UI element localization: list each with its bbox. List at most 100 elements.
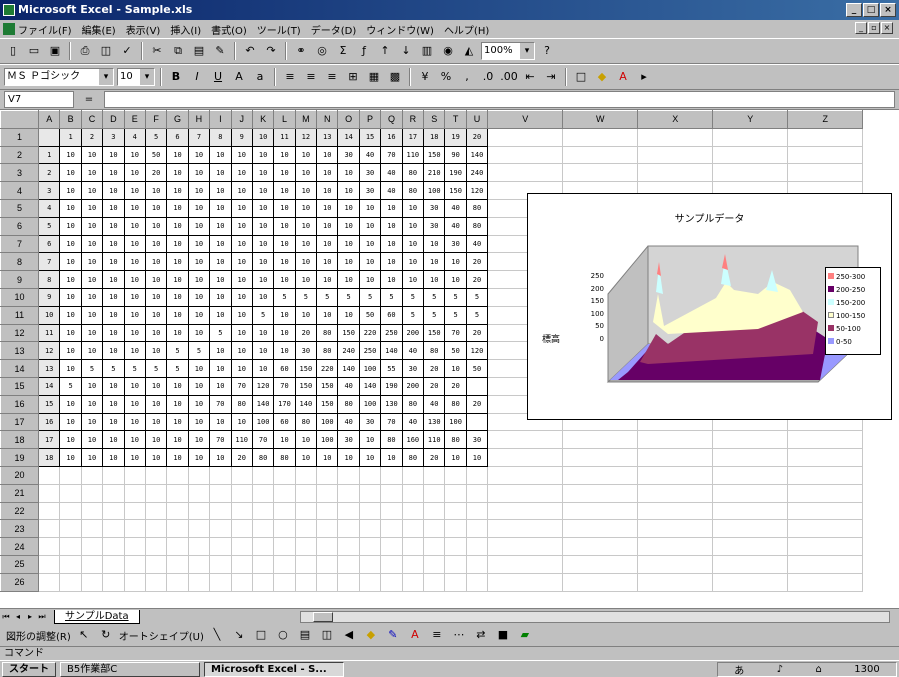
cell[interactable]: 11	[273, 127, 296, 147]
cell[interactable]: 10	[59, 198, 82, 218]
cell[interactable]	[487, 448, 564, 467]
cell[interactable]: 110	[423, 430, 446, 450]
cell[interactable]: 10	[166, 163, 189, 183]
column-header[interactable]: H	[187, 110, 211, 129]
cell[interactable]: 2	[80, 127, 104, 147]
cell[interactable]: 10	[337, 181, 360, 200]
cell[interactable]: 18	[423, 127, 446, 147]
cell[interactable]: 10	[251, 216, 275, 236]
cell[interactable]	[562, 519, 639, 539]
doc-minimize-button[interactable]: _	[855, 22, 867, 34]
row-header[interactable]: 1	[0, 127, 39, 147]
horizontal-scrollbar[interactable]	[300, 611, 890, 623]
cell[interactable]	[487, 537, 564, 556]
cell[interactable]: 70	[444, 323, 467, 343]
cell[interactable]: 150	[337, 323, 360, 343]
cell[interactable]: 10	[123, 181, 146, 200]
cell[interactable]	[102, 501, 125, 521]
cell[interactable]	[401, 501, 425, 521]
arrow-icon[interactable]: ↘	[234, 628, 244, 641]
bold-icon[interactable]: B	[171, 70, 181, 83]
cell[interactable]: 20	[465, 270, 489, 289]
column-header[interactable]: G	[166, 110, 189, 129]
cell[interactable]: 30	[444, 234, 467, 254]
cell[interactable]: 120	[465, 181, 489, 200]
cell[interactable]	[316, 501, 339, 521]
cell[interactable]	[337, 537, 360, 556]
cell[interactable]	[487, 572, 564, 592]
cell[interactable]: 10	[80, 412, 104, 432]
cell[interactable]: 80	[380, 430, 403, 450]
cell[interactable]: 10	[316, 181, 339, 200]
cell[interactable]: 140	[294, 394, 318, 414]
cell[interactable]	[444, 501, 467, 521]
cell[interactable]: 10	[230, 412, 253, 432]
cell[interactable]: 10	[294, 145, 318, 165]
cell[interactable]: 10	[230, 270, 253, 289]
cell[interactable]: 10	[166, 145, 189, 165]
menu-edit[interactable]: 編集(E)	[81, 25, 116, 37]
column-header[interactable]: Q	[380, 110, 403, 129]
cell[interactable]: 10	[251, 270, 275, 289]
cell[interactable]: 10	[123, 252, 146, 272]
cell[interactable]: 140	[251, 394, 275, 414]
align-center-icon[interactable]: ≡	[306, 70, 316, 83]
cell[interactable]: 20	[465, 323, 489, 343]
paste-icon[interactable]: ▤	[193, 44, 205, 57]
column-header[interactable]: F	[144, 110, 168, 129]
cell[interactable]	[187, 501, 211, 521]
cell[interactable]	[423, 572, 446, 592]
line-icon[interactable]: ╲	[213, 628, 221, 641]
cell[interactable]: 5	[423, 287, 446, 307]
font-color-icon[interactable]: A	[619, 70, 627, 83]
cell[interactable]	[487, 483, 564, 503]
cell[interactable]: 240	[465, 163, 489, 183]
cell[interactable]: 10	[187, 287, 211, 307]
cell[interactable]	[37, 537, 61, 556]
align-right-icon[interactable]: ≡	[327, 70, 337, 83]
cell[interactable]: 50	[465, 359, 489, 378]
cell[interactable]	[209, 465, 232, 485]
cell[interactable]: 50	[358, 305, 382, 325]
cell[interactable]	[487, 519, 564, 539]
next-sheet-icon[interactable]: ▸	[27, 612, 32, 621]
oval-icon[interactable]: ○	[278, 628, 288, 641]
excel-app-icon[interactable]	[3, 4, 15, 16]
cell[interactable]: 10	[358, 448, 382, 467]
menu-insert[interactable]: 挿入(I)	[170, 25, 202, 37]
cell[interactable]: 10	[166, 323, 189, 343]
cell[interactable]	[380, 465, 403, 485]
cell[interactable]: 5	[423, 305, 446, 325]
menu-tools[interactable]: ツール(T)	[256, 25, 301, 37]
cell[interactable]: 14	[337, 127, 360, 147]
cell[interactable]: 10	[144, 430, 168, 450]
row-header[interactable]: 5	[0, 198, 39, 218]
cell[interactable]: 10	[358, 216, 382, 236]
cell[interactable]: 13	[316, 127, 339, 147]
cell[interactable]: 10	[273, 430, 296, 450]
cell[interactable]: 7	[187, 127, 211, 147]
cell[interactable]: 5	[123, 359, 146, 378]
cell[interactable]	[562, 554, 639, 574]
cell[interactable]	[316, 519, 339, 539]
scroll-thumb[interactable]	[313, 612, 333, 622]
cell[interactable]	[487, 501, 564, 521]
cell[interactable]: 170	[273, 394, 296, 414]
cell[interactable]	[787, 145, 864, 165]
cell[interactable]	[37, 554, 61, 574]
worksheet-grid[interactable]: A B C D E F G H I J K L M N O P Q R S T U V W X Y Z 1 1 2 3 4 5 6 7 8 9 10 11…	[0, 110, 899, 608]
cell[interactable]: 40	[337, 376, 360, 396]
cell[interactable]	[637, 537, 714, 556]
start-button[interactable]: スタート	[2, 661, 56, 677]
cell[interactable]: 10	[102, 448, 125, 467]
cell[interactable]: 10	[144, 270, 168, 289]
cell[interactable]: 220	[316, 359, 339, 378]
cell[interactable]	[358, 554, 382, 574]
textbox-icon[interactable]: ▤	[299, 628, 311, 641]
cell[interactable]: 5	[166, 341, 189, 361]
cell[interactable]: 10	[166, 270, 189, 289]
cell[interactable]: 10	[273, 305, 296, 325]
cell[interactable]: 10	[123, 287, 146, 307]
wordart-icon[interactable]: ◫	[321, 628, 333, 641]
cell[interactable]: 80	[273, 448, 296, 467]
